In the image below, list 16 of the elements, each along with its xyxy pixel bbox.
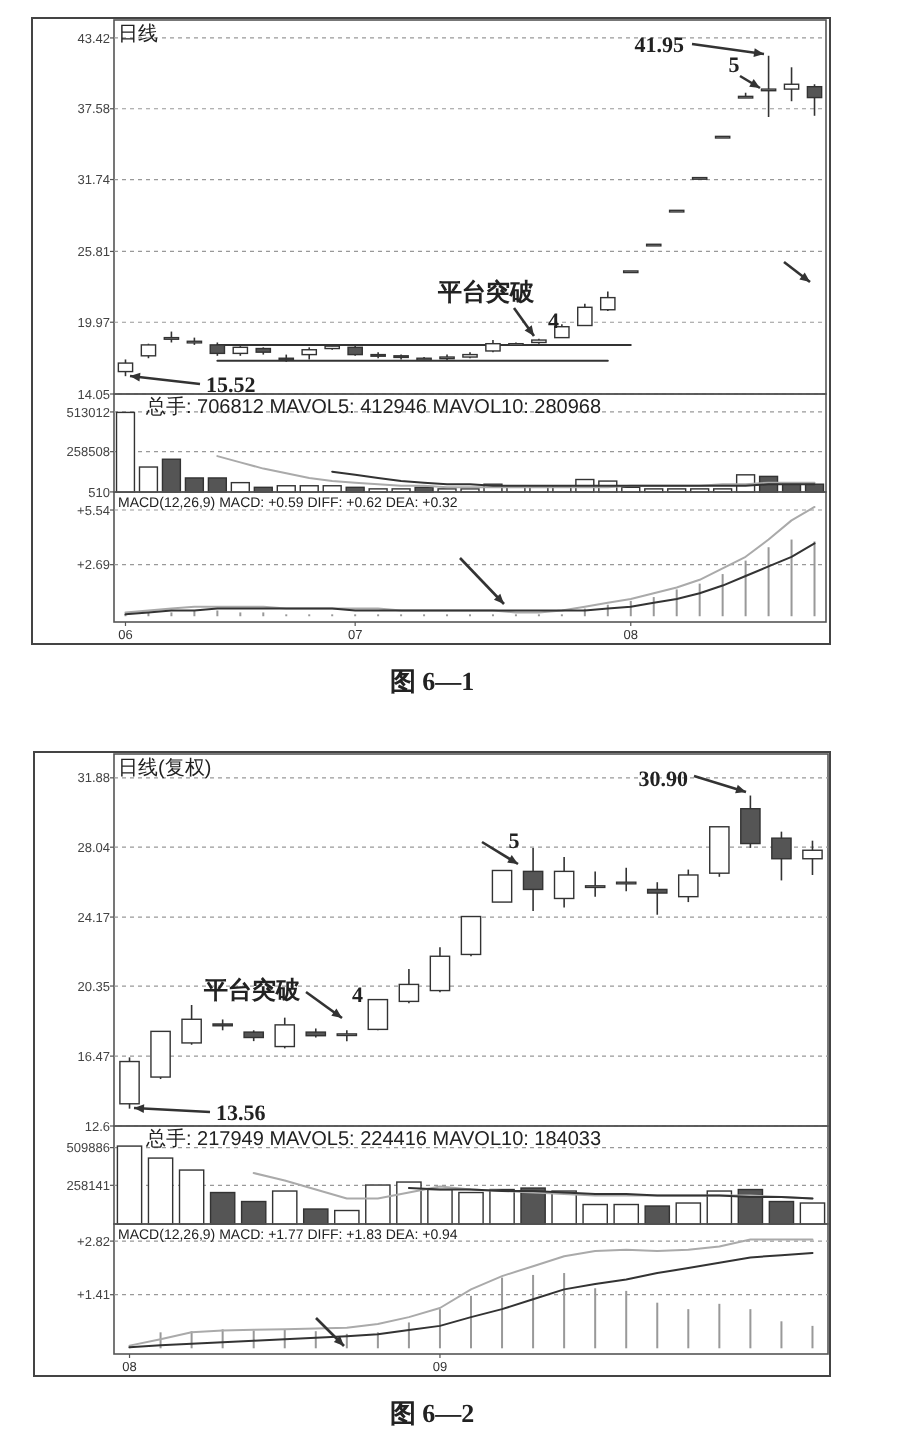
note: 5 (728, 54, 740, 78)
note: 5 (508, 830, 520, 854)
note: 15.52 (206, 374, 256, 398)
note: 图 6—1 (389, 666, 475, 696)
note: 4 (548, 310, 559, 334)
note: 4 (352, 984, 363, 1008)
note: 13.56 (216, 1102, 266, 1126)
note: 平台突破 (204, 976, 300, 1004)
chart-subtitle: 总手: 217949 MAVOL5: 224416 MAVOL10: 184033 (144, 1127, 602, 1151)
chart-subtitle: 总手: 706812 MAVOL5: 412946 MAVOL10: 280968 (144, 395, 602, 419)
chart-title: 日线 (118, 22, 158, 46)
note: 30.90 (638, 768, 688, 792)
note: 图 6—2 (389, 1398, 475, 1428)
note: 平台突破 (438, 278, 534, 306)
chart-title: 日线(复权) (118, 756, 212, 780)
note: 41.95 (634, 34, 684, 58)
